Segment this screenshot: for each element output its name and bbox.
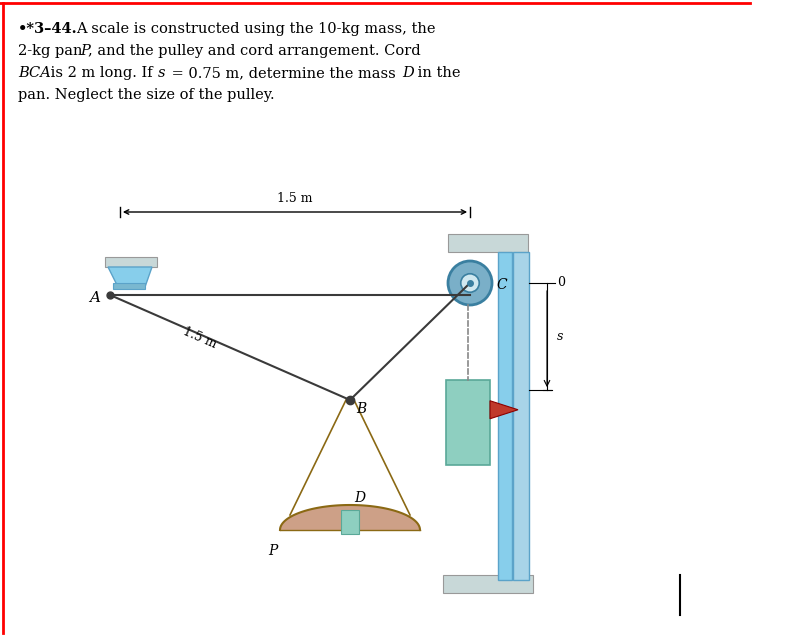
Text: , and the pulley and cord arrangement. Cord: , and the pulley and cord arrangement. C… bbox=[88, 44, 421, 58]
Polygon shape bbox=[108, 267, 152, 287]
Polygon shape bbox=[280, 505, 420, 530]
Circle shape bbox=[461, 273, 479, 292]
Bar bbox=[446, 380, 490, 465]
Bar bbox=[443, 575, 533, 593]
Text: s: s bbox=[557, 330, 563, 343]
Text: B: B bbox=[356, 402, 366, 416]
Text: D: D bbox=[354, 491, 365, 505]
Text: s: s bbox=[158, 66, 165, 80]
Text: P: P bbox=[80, 44, 90, 58]
Text: 2-kg pan: 2-kg pan bbox=[18, 44, 87, 58]
Bar bbox=[513, 252, 529, 580]
Circle shape bbox=[448, 261, 492, 305]
Bar bbox=[105, 257, 157, 267]
Text: •*3–44.: •*3–44. bbox=[18, 22, 78, 36]
Bar bbox=[113, 283, 145, 289]
Text: is 2 m long. If: is 2 m long. If bbox=[46, 66, 158, 80]
Text: 1.5 m: 1.5 m bbox=[181, 324, 219, 350]
Text: 0: 0 bbox=[557, 277, 565, 289]
Text: 1.5 m: 1.5 m bbox=[277, 192, 313, 205]
Text: BCA: BCA bbox=[18, 66, 51, 80]
Text: = 0.75 m, determine the mass: = 0.75 m, determine the mass bbox=[167, 66, 400, 80]
Text: P: P bbox=[269, 544, 278, 558]
Text: D: D bbox=[402, 66, 414, 80]
Text: in the: in the bbox=[413, 66, 460, 80]
Text: C: C bbox=[496, 278, 507, 292]
Bar bbox=[341, 510, 359, 534]
Text: pan. Neglect the size of the pulley.: pan. Neglect the size of the pulley. bbox=[18, 88, 275, 102]
Polygon shape bbox=[490, 401, 518, 418]
Bar bbox=[498, 252, 512, 580]
Text: A: A bbox=[89, 291, 100, 305]
Text: A scale is constructed using the 10-kg mass, the: A scale is constructed using the 10-kg m… bbox=[76, 22, 436, 36]
Bar bbox=[448, 234, 528, 252]
